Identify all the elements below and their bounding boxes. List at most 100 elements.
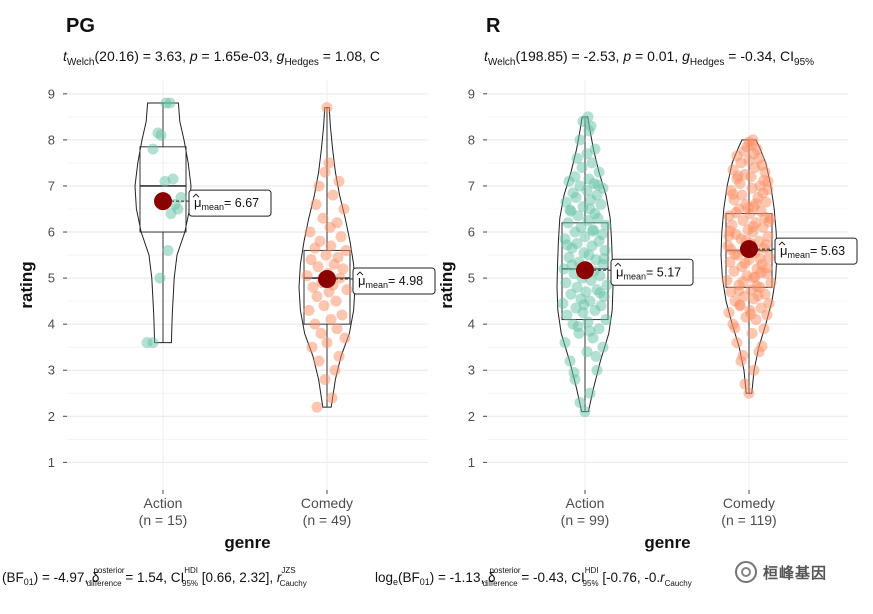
- data-point: [749, 365, 760, 376]
- footer-bf-value: ) = -1.13,: [430, 570, 488, 585]
- subtitle-p-value: = 0.01,: [631, 48, 682, 64]
- data-point: [331, 296, 342, 307]
- data-point: [591, 351, 602, 362]
- data-point: [598, 342, 609, 353]
- data-point: [326, 240, 337, 251]
- footer-delta-sub: difference: [87, 579, 123, 588]
- data-point: [342, 284, 353, 295]
- data-point: [307, 342, 318, 353]
- data-point: [755, 253, 766, 264]
- data-point: [320, 374, 331, 385]
- data-point: [575, 397, 586, 408]
- watermark-text: 桓峰基因: [763, 562, 827, 583]
- subtitle-g-value: = -0.34, CI: [724, 48, 794, 64]
- data-point: [336, 231, 347, 242]
- x-tick-n-label: (n = 99): [561, 512, 610, 528]
- subtitle-ci-sub: 95%: [794, 57, 814, 68]
- panel-title: PG: [66, 15, 95, 37]
- group-action: μmean= 6.67: [135, 98, 271, 349]
- data-point: [750, 272, 761, 283]
- group-comedy: μmean= 5.63: [721, 134, 857, 398]
- data-point: [155, 273, 166, 284]
- footer-ci-sup: HDI: [184, 566, 198, 575]
- data-point: [165, 98, 176, 109]
- data-point: [593, 180, 604, 191]
- data-point: [595, 287, 606, 298]
- data-point: [746, 309, 757, 320]
- y-tick-label: 2: [48, 409, 55, 424]
- subtitle-g-sub: Hedges: [690, 57, 724, 68]
- footer-r-sub: Cauchy: [280, 579, 307, 588]
- y-tick-label: 8: [48, 132, 55, 147]
- data-point: [748, 221, 759, 232]
- data-point: [599, 253, 610, 264]
- data-point: [337, 309, 348, 320]
- mean-label-mu: μ: [780, 243, 788, 258]
- data-point: [759, 175, 770, 186]
- y-tick-label: 1: [468, 455, 475, 470]
- data-point: [558, 298, 569, 309]
- data-point: [168, 174, 179, 185]
- mean-label-mu: μ: [194, 195, 202, 210]
- mean-point: [740, 240, 758, 258]
- data-point: [562, 239, 573, 250]
- data-point: [311, 199, 322, 210]
- footer-delta-value: = 1.54, CI: [122, 570, 185, 585]
- mean-label-mu: μ: [616, 264, 624, 279]
- wechat-icon: [735, 561, 757, 583]
- y-tick-label: 3: [48, 363, 55, 378]
- data-point: [740, 379, 751, 390]
- data-point: [305, 227, 316, 238]
- subtitle-g-symbol: g: [277, 48, 285, 64]
- data-point: [330, 365, 341, 376]
- footer-delta-sub: difference: [483, 579, 519, 588]
- subtitle-g-sub: Hedges: [284, 57, 318, 68]
- footer-r-sup: JZS: [281, 566, 295, 575]
- footer-r-sub: Cauchy: [665, 579, 692, 588]
- data-point: [316, 328, 327, 339]
- data-point: [575, 134, 586, 145]
- data-point: [332, 323, 343, 334]
- data-point: [332, 217, 343, 228]
- footer-ci-sup: HDI: [585, 566, 599, 575]
- y-axis-title: rating: [437, 261, 456, 308]
- data-point: [724, 307, 735, 318]
- data-point: [747, 328, 758, 339]
- data-point: [148, 144, 159, 155]
- data-point: [732, 337, 743, 348]
- data-point: [163, 245, 174, 256]
- mean-point: [318, 270, 336, 288]
- data-point: [334, 351, 345, 362]
- mean-label-value: = 5.63: [810, 244, 845, 258]
- data-point: [302, 270, 313, 281]
- panel-subtitle: tWelch(20.16) = 3.63, p = 1.65e-03, gHed…: [63, 48, 380, 68]
- data-point: [340, 332, 351, 343]
- subtitle-t-value: = 3.63,: [139, 48, 190, 64]
- data-point: [315, 236, 326, 247]
- footer-ci-sub: 95%: [182, 579, 198, 588]
- y-tick-label: 2: [468, 409, 475, 424]
- footer-bf-sub: 01: [24, 577, 34, 587]
- mean-point: [576, 261, 594, 279]
- y-tick-label: 9: [468, 86, 475, 101]
- data-point: [326, 314, 337, 325]
- data-point: [740, 258, 751, 269]
- footer-bf-value: ) = -4.97,: [34, 570, 92, 585]
- data-point: [728, 189, 739, 200]
- footer-ci-value: [0.66, 2.32],: [198, 570, 277, 585]
- mean-label-mu: μ: [358, 273, 366, 288]
- data-point: [560, 337, 571, 348]
- data-point: [726, 244, 737, 255]
- data-point: [562, 309, 573, 320]
- mean-label-value: = 5.17: [646, 265, 681, 279]
- data-point: [735, 299, 746, 310]
- data-point: [334, 176, 345, 187]
- data-point: [731, 207, 742, 218]
- data-point: [148, 337, 159, 348]
- subtitle-df: (20.16): [95, 48, 139, 64]
- data-point: [570, 171, 581, 182]
- y-tick-label: 4: [48, 317, 55, 332]
- y-tick-label: 3: [468, 363, 475, 378]
